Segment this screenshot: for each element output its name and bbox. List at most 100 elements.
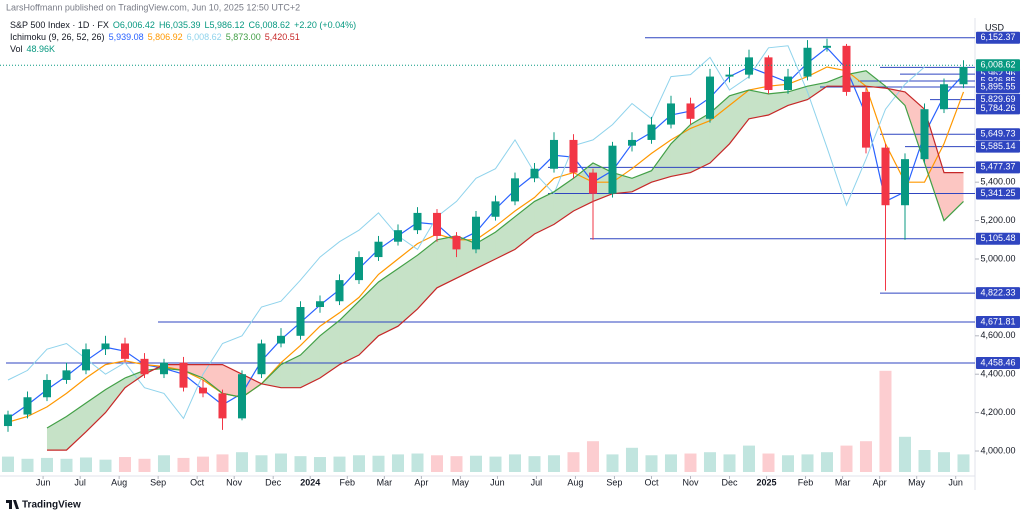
cloud [456, 235, 476, 279]
candle-body [432, 212, 441, 236]
x-tick-label: Mar [835, 477, 851, 487]
level-label: 5,784.26 [980, 103, 1015, 113]
volume-bar [957, 454, 970, 472]
level-box [976, 287, 1020, 300]
level-label: 4,458.46 [980, 357, 1015, 367]
candle-body [920, 109, 929, 160]
level-box [976, 316, 1020, 329]
candle-body [42, 379, 51, 398]
volume-bar [840, 445, 853, 472]
level-box [976, 161, 1020, 174]
volume-name: Vol [10, 44, 23, 54]
candle-body [549, 139, 558, 169]
candle-body [803, 47, 812, 77]
x-tick-label: Oct [644, 477, 659, 487]
candle-body [81, 349, 90, 371]
legend-row: S&P 500 Index · 1D · FX O6,006.42 H6,035.3… [10, 20, 356, 30]
publish-note: LarsHoffmann published on TradingView.co… [6, 2, 300, 12]
cloud [904, 91, 925, 163]
cloud [651, 143, 671, 183]
volume-bar [255, 455, 268, 472]
volume-bar [430, 455, 443, 472]
candle-body [218, 393, 227, 419]
candle-body [393, 230, 402, 242]
x-tick-label: Jul [74, 477, 86, 487]
x-tick-label: Apr [414, 477, 428, 487]
candle-body [939, 84, 948, 110]
candle-body [179, 362, 188, 388]
candle-body [315, 301, 324, 307]
level-box [976, 356, 1020, 369]
volume-bar [216, 454, 229, 472]
x-tick-label: Feb [340, 477, 356, 487]
candle-body [23, 397, 32, 415]
candle-body [510, 178, 519, 202]
volume-bar [294, 456, 307, 472]
y-tick-label: 4,200.00 [980, 407, 1015, 417]
volume-bar [742, 445, 755, 472]
volume-bar [489, 456, 502, 472]
level-label: 5,962.96 [980, 68, 1015, 78]
cloud [534, 191, 554, 235]
volume-bar [586, 441, 599, 472]
candle-body [530, 168, 539, 179]
cloud [768, 91, 788, 115]
x-tick-label: Dec [265, 477, 282, 487]
volume-bar [411, 453, 424, 472]
level-box [976, 187, 1020, 200]
x-tick-label: Aug [567, 477, 583, 487]
cloud [553, 178, 574, 225]
candle-body [627, 139, 636, 146]
candle-body [198, 387, 207, 394]
volume-bar [567, 452, 580, 472]
ohlc-value: L5,986.12 [204, 20, 244, 30]
candle-body [101, 343, 110, 350]
brand: TradingView [22, 500, 81, 511]
x-tick-label: Aug [111, 477, 127, 487]
candle-body [588, 172, 597, 194]
x-tick-label: Mar [377, 477, 393, 487]
volume-bar [937, 452, 950, 472]
x-tick-label: Jul [531, 477, 543, 487]
x-tick-label: Feb [798, 477, 814, 487]
candle-body [764, 57, 773, 91]
level-box [976, 81, 1020, 94]
legend-row: Ichimoku (9, 26, 52, 26) 5,939.08 5,806.92… [10, 32, 300, 42]
volume-bar [606, 454, 619, 472]
level-label: 5,926.85 [980, 75, 1015, 85]
volume-bar [118, 457, 131, 472]
candle-body [647, 124, 656, 140]
level-label: 5,649.73 [980, 129, 1015, 139]
candle-body [296, 306, 305, 336]
candle-body [3, 414, 12, 427]
x-tick-label: Nov [682, 477, 699, 487]
currency: USD [985, 22, 1005, 32]
volume-bar [99, 459, 112, 472]
volume-bar [781, 455, 794, 472]
candle-body [881, 147, 890, 206]
volume-bar [450, 456, 463, 472]
volume-bar [547, 455, 560, 472]
candle-body [140, 358, 149, 375]
volume-bar [508, 454, 521, 472]
level-box [976, 102, 1020, 115]
x-tick-label: Sep [150, 477, 166, 487]
x-tick-label: Jun [948, 477, 963, 487]
cloud [124, 370, 145, 388]
x-tick-label: May [908, 477, 926, 487]
volume-bar [879, 370, 892, 472]
volume-bar [820, 452, 833, 472]
y-tick-label: 5,000.00 [980, 253, 1015, 263]
cloud [631, 170, 652, 192]
cloud [436, 235, 457, 288]
cloud [46, 416, 67, 451]
legend: S&P 500 Index · 1D · FX O6,006.42 H6,035.3… [10, 20, 356, 54]
x-tick-label: Oct [190, 477, 205, 487]
indicator-value: 5,806.92 [148, 32, 183, 42]
volume-bar [333, 456, 346, 472]
volume-bar [762, 453, 775, 472]
volume-bar [196, 456, 209, 472]
level-label: 4,822.33 [980, 287, 1015, 297]
cloud [319, 320, 340, 379]
volume-value: 48.96K [27, 44, 56, 54]
